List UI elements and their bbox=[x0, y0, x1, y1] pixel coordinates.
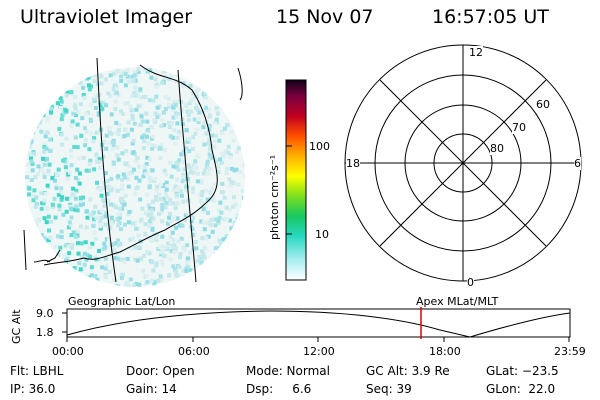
mlt-label-0: 0 bbox=[467, 276, 474, 289]
glat-info: GLat: −23.5 bbox=[486, 364, 559, 378]
gain-info: Gain: 14 bbox=[126, 382, 177, 396]
mode-info: Mode: Normal bbox=[246, 364, 330, 378]
time-tick-0000: 00:00 bbox=[52, 345, 84, 358]
filter-info: Flt: LBHL bbox=[10, 364, 64, 378]
time-label: 16:57:05 UT bbox=[432, 6, 549, 28]
colorbar-tick-10: 10 bbox=[315, 228, 329, 241]
time-tick-1800: 18:00 bbox=[429, 345, 461, 358]
mlt-label-12: 12 bbox=[469, 46, 483, 59]
time-tick-2359: 23:59 bbox=[554, 345, 586, 358]
seq-info: Seq: 39 bbox=[366, 382, 412, 396]
geographic-coords-label: Geographic Lat/Lon bbox=[68, 295, 176, 308]
map-overlay bbox=[23, 57, 243, 283]
colorbar-tick-100: 100 bbox=[309, 140, 330, 153]
timeline-ymax: 9.0 bbox=[36, 307, 54, 320]
ip-info: IP: 36.0 bbox=[10, 382, 56, 396]
dsp-info: Dsp: 6.6 bbox=[246, 382, 312, 396]
gc-alt-info: GC Alt: 3.9 Re bbox=[366, 364, 450, 378]
mlt-label-6: 6 bbox=[574, 157, 581, 170]
mlat-label-80: 80 bbox=[490, 142, 504, 155]
mlat-label-60: 60 bbox=[536, 98, 550, 111]
timeline-ymin: 1.8 bbox=[36, 326, 54, 339]
mlat-label-70: 70 bbox=[512, 121, 526, 134]
altitude-curve bbox=[66, 310, 571, 338]
date-label: 15 Nov 07 bbox=[276, 6, 374, 28]
apex-coords-label: Apex MLat/MLT bbox=[416, 295, 499, 308]
instrument-title: Ultraviolet Imager bbox=[20, 6, 193, 28]
door-info: Door: Open bbox=[126, 364, 195, 378]
time-tick-0600: 06:00 bbox=[178, 345, 210, 358]
time-tick-1200: 12:00 bbox=[303, 345, 335, 358]
timeline-frame bbox=[66, 308, 571, 338]
glon-info: GLon: 22.0 bbox=[486, 382, 556, 396]
mlt-label-18: 18 bbox=[346, 157, 360, 170]
